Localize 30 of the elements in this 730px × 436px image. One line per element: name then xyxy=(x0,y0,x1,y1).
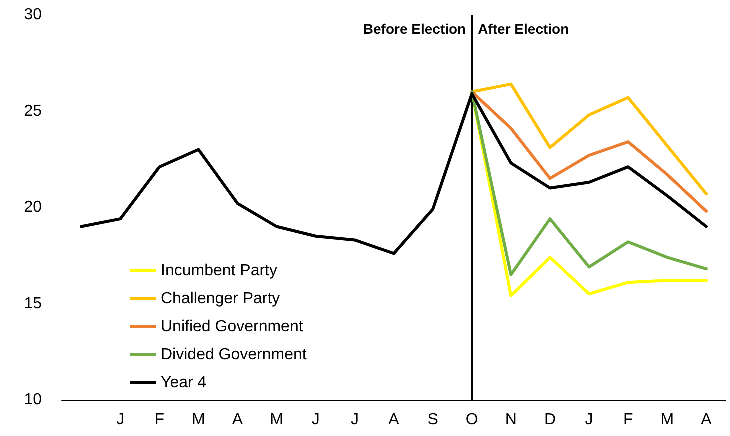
x-tick-label: M xyxy=(270,412,284,428)
x-tick-label: J xyxy=(350,412,359,428)
y-tick-label: 20 xyxy=(24,199,42,216)
x-tick-label: A xyxy=(388,412,400,428)
y-tick-label: 30 xyxy=(24,6,42,24)
x-tick-label: F xyxy=(623,412,634,428)
annotation: After Election xyxy=(478,21,570,37)
legend-label: Unified Government xyxy=(161,318,304,336)
x-tick-label: A xyxy=(232,412,244,428)
legend-label: Year 4 xyxy=(161,374,207,392)
x-tick-label: F xyxy=(154,412,165,428)
x-tick-label: S xyxy=(428,412,438,428)
legend-label: Divided Government xyxy=(161,346,308,364)
legend-label: Incumbent Party xyxy=(161,262,278,280)
y-tick-label: 25 xyxy=(24,102,42,120)
line-series xyxy=(470,90,708,213)
x-tick-label: J xyxy=(585,412,594,428)
x-tick-label: J xyxy=(116,412,125,428)
legend-label: Challenger Party xyxy=(161,290,280,308)
x-tick-label: M xyxy=(192,412,206,428)
x-tick-label: N xyxy=(505,412,517,428)
x-tick-label: J xyxy=(312,412,320,428)
x-tick-label: D xyxy=(544,412,556,428)
x-tick-label: A xyxy=(701,412,712,428)
y-tick-label: 10 xyxy=(24,392,42,408)
x-tick-label: M xyxy=(660,412,674,428)
line-series xyxy=(470,82,708,196)
y-tick-label: 15 xyxy=(24,295,42,312)
annotation: Before Election xyxy=(363,21,466,37)
x-tick-label: O xyxy=(466,412,478,428)
